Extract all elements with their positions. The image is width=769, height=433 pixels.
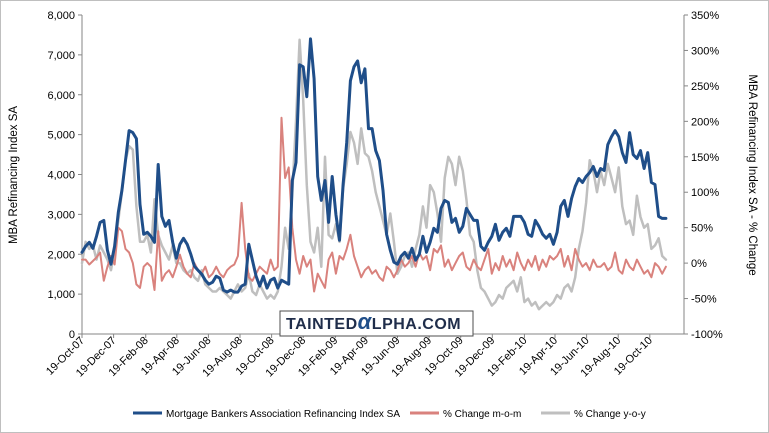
right-tick-label: -100% [691, 329, 723, 341]
left-tick-label: 2,000 [47, 249, 75, 261]
left-tick-label: 6,000 [47, 90, 75, 102]
right-tick-label: 50% [691, 223, 713, 235]
legend-item-mom: % Change m-o-m [410, 409, 521, 420]
left-tick-label: 1,000 [47, 289, 75, 301]
watermark-box [279, 310, 474, 337]
legend: Mortgage Bankers Association Refinancing… [133, 409, 646, 420]
right-tick-label: -50% [691, 294, 717, 306]
left-tick-label: 7,000 [47, 50, 75, 62]
x-axis: 19-Oct-0719-Dec-0719-Feb-0819-Apr-0819-J… [44, 334, 655, 379]
left-tick-label: 4,000 [47, 170, 75, 182]
right-tick-label: 250% [691, 81, 719, 93]
series-line-yoy-change [80, 38, 668, 311]
right-tick-label: 200% [691, 116, 719, 128]
series-layer [80, 37, 668, 311]
right-tick-label: 150% [691, 152, 719, 164]
left-tick-label: 0 [69, 329, 75, 341]
series-line-mom-change [81, 116, 667, 293]
right-tick-label: 350% [691, 10, 719, 22]
left-tick-label: 5,000 [47, 130, 75, 142]
right-y-axis: -100% -50% 0% 50% 100% 150% 200% 250% 300% 350% [683, 10, 723, 341]
left-tick-label: 3,000 [47, 209, 75, 221]
legend-label-yoy: % Change y-o-y [574, 409, 646, 420]
legend-item-refinancing-index: Mortgage Bankers Association Refinancing… [133, 409, 400, 420]
right-axis-title: MBA Refinancing Index SA - % Change [746, 74, 758, 275]
left-tick-label: 8,000 [47, 10, 75, 22]
watermark-text: TAINTEDαLPHA.COM [286, 309, 461, 334]
series-line-refinancing-index [80, 37, 668, 294]
right-tick-label: 100% [691, 187, 719, 199]
legend-label-mom: % Change m-o-m [443, 409, 521, 420]
left-y-axis: 0 1,000 2,000 3,000 4,000 5,000 6,000 7,000 8,00… [47, 10, 83, 341]
legend-item-yoy: % Change y-o-y [541, 409, 646, 420]
right-tick-label: 300% [691, 45, 719, 57]
watermark: TAINTEDαLPHA.COM [279, 309, 474, 337]
right-tick-label: 0% [691, 258, 707, 270]
left-axis-title: MBA Refinancing Index SA [8, 106, 20, 244]
legend-label-refinancing-index: Mortgage Bankers Association Refinancing… [166, 409, 400, 420]
